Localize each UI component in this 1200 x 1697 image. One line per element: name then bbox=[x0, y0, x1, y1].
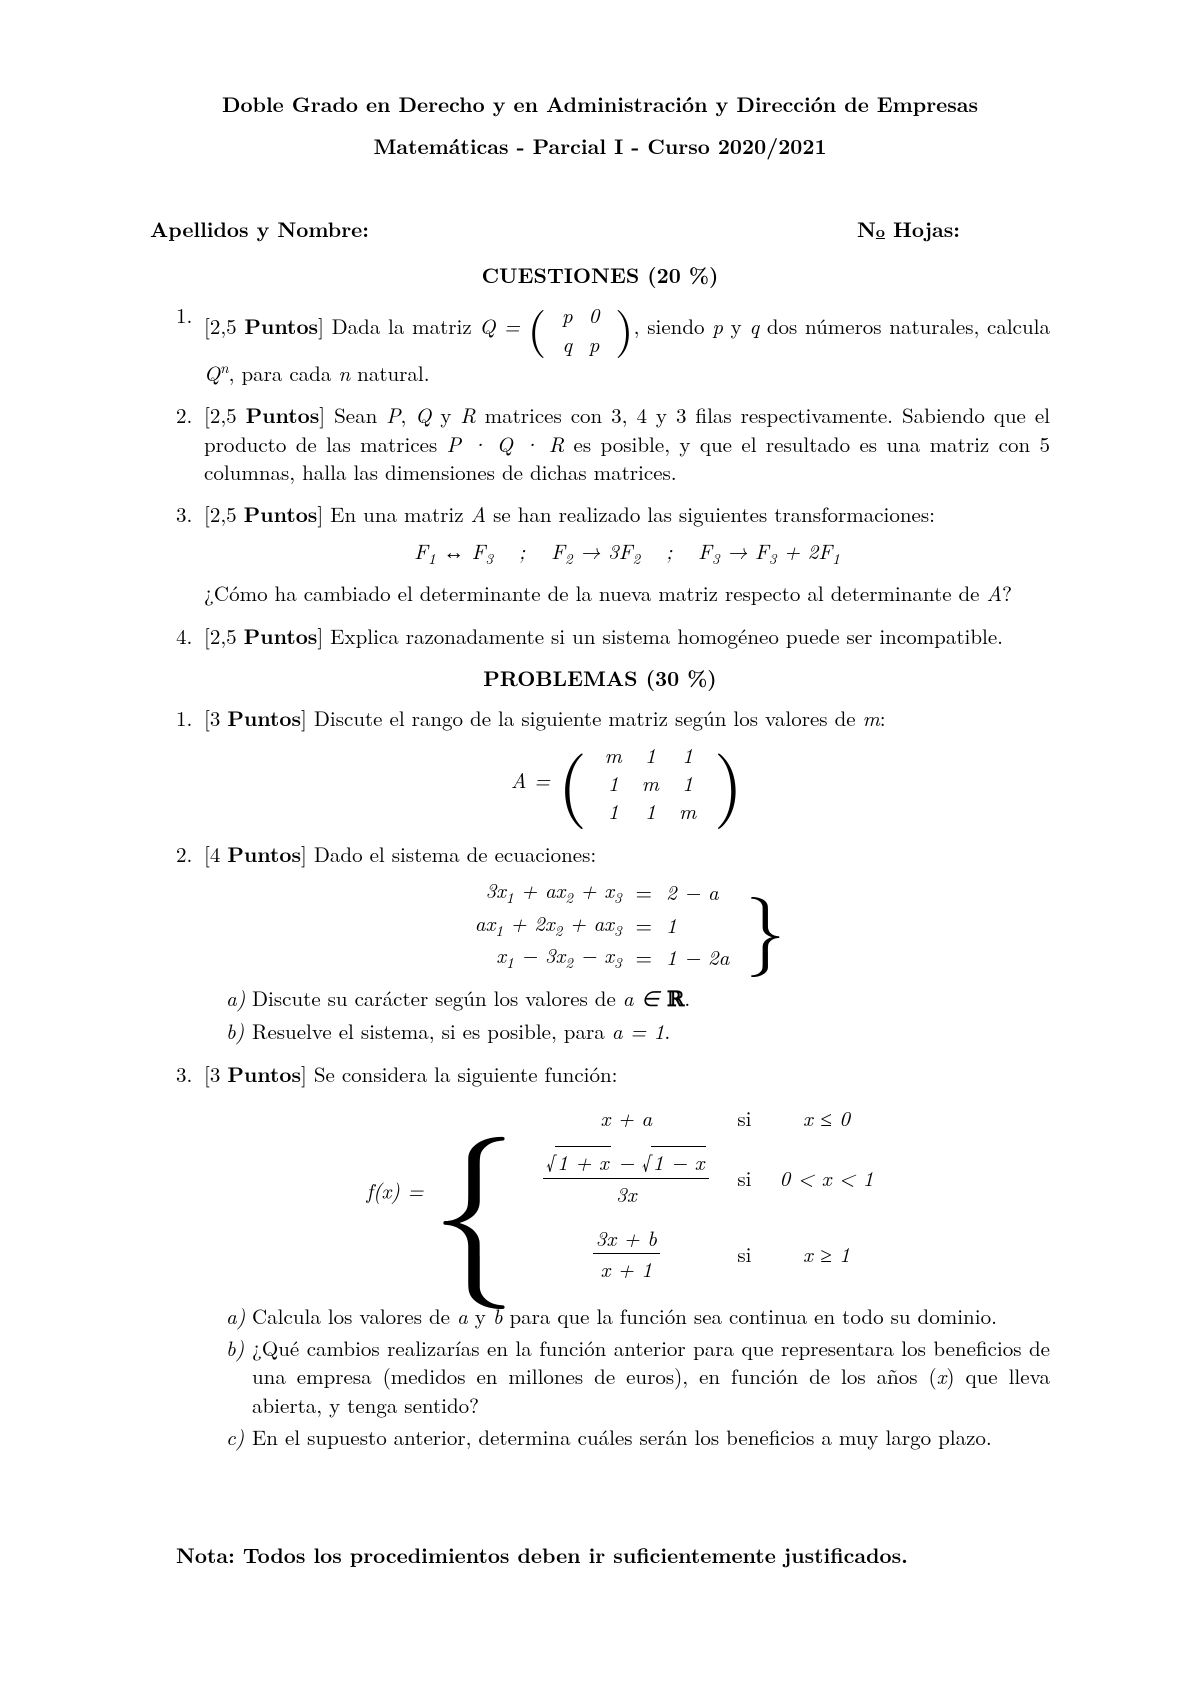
matrix-q: ( p0 qp ) bbox=[528, 301, 634, 358]
matrix-a-display: A = ( m11 1m1 11m ) bbox=[204, 741, 1050, 826]
problema-3-subitems: a)Calcula los valores de a y b para que … bbox=[226, 1302, 1050, 1452]
piecewise-display: f(x) = { x + a si x ≤ 0 1 + x − 1 − x bbox=[204, 1096, 1050, 1292]
problema-2-subitems: a)Discute su carácter según los valores … bbox=[226, 984, 1050, 1046]
problema-2: 2. [4 Puntos] Dado el sistema de ecuacio… bbox=[176, 840, 1050, 1046]
cuestion-3: 3. [2,5 Puntos] En una matriz A se han r… bbox=[176, 500, 1050, 607]
name-label: Apellidos y Nombre: bbox=[150, 215, 369, 243]
section-cuestiones: CUESTIONES (20 %) bbox=[150, 261, 1050, 289]
pages-label: No Hojas: bbox=[857, 215, 1050, 243]
header-line-1: Doble Grado en Derecho y en Administraci… bbox=[150, 90, 1050, 118]
cuestion-1: 1. [2,5 Puntos] Dada la matriz Q = ( p0 … bbox=[176, 301, 1050, 387]
cuestion-2: 2. [2,5 Puntos] Sean P, Q y R matrices c… bbox=[176, 401, 1050, 486]
final-note: Nota: Todos los procedimientos deben ir … bbox=[176, 1541, 1050, 1569]
problemas-list: 1. [3 Puntos] Discute el rango de la sig… bbox=[176, 704, 1050, 1451]
header-line-2: Matemáticas - Parcial I - Curso 2020/202… bbox=[150, 132, 1050, 160]
transformations: F1 ↔ F3 ; F2 → 3F2 ; F3 → F3 + 2F1 bbox=[204, 537, 1050, 570]
cuestiones-list: 1. [2,5 Puntos] Dada la matriz Q = ( p0 … bbox=[176, 301, 1050, 650]
section-problemas: PROBLEMAS (30 %) bbox=[150, 664, 1050, 692]
system-display: 3x1 + ax2 + x3=2 − a ax1 + 2x2 + ax3=1 x… bbox=[204, 876, 1050, 974]
problema-1: 1. [3 Puntos] Discute el rango de la sig… bbox=[176, 704, 1050, 825]
exam-page: Doble Grado en Derecho y en Administraci… bbox=[0, 0, 1200, 1697]
problema-3: 3. [3 Puntos] Se considera la siguiente … bbox=[176, 1060, 1050, 1452]
name-row: Apellidos y Nombre: No Hojas: bbox=[150, 215, 1050, 243]
cuestion-4: 4. [2,5 Puntos] Explica razonadamente si… bbox=[176, 622, 1050, 650]
